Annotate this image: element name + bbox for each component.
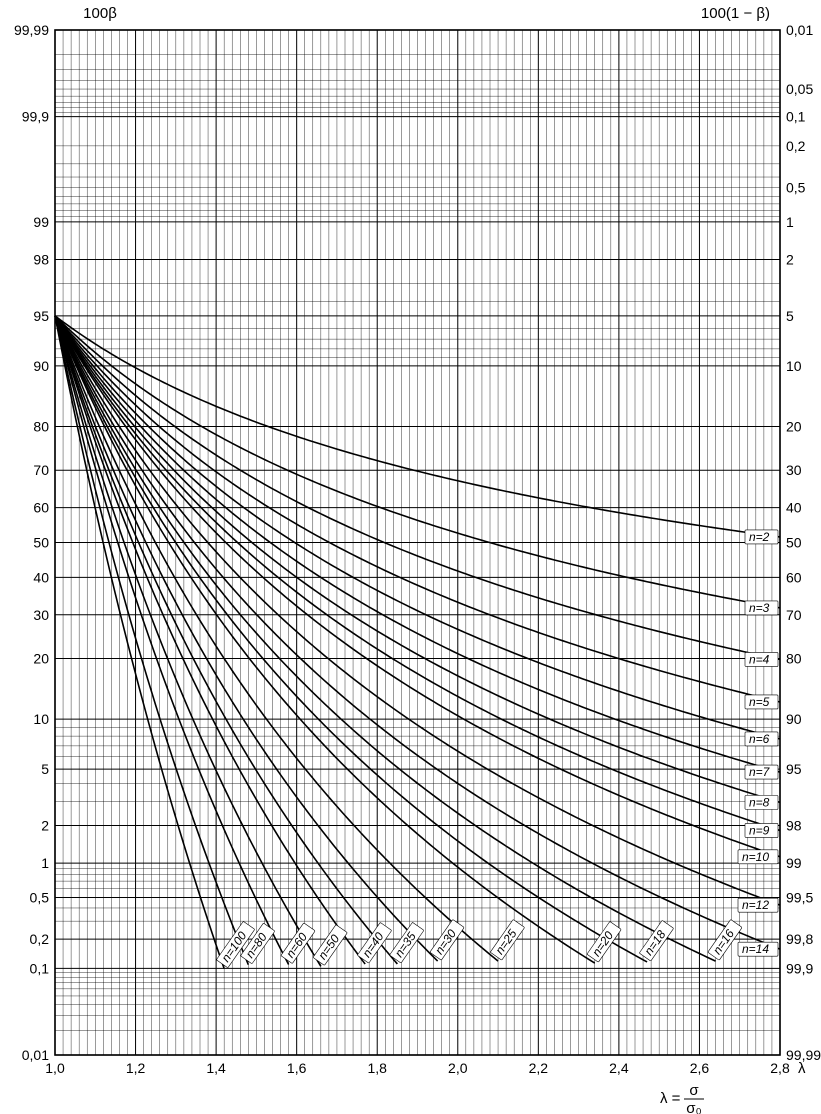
curve-tag-n9: n=9 [745, 823, 778, 837]
y-right-tick-label: 99,5 [786, 889, 813, 905]
svg-text:n=3: n=3 [749, 601, 770, 615]
oc-chart-svg: 1,01,21,41,61,82,02,22,42,62,899,9999,99… [0, 0, 821, 1114]
y-left-tick-label: 0,1 [30, 960, 50, 976]
y-left-tick-label: 50 [33, 535, 49, 551]
y-left-tick-label: 0,2 [30, 931, 50, 947]
y-left-tick-label: 90 [33, 358, 49, 374]
y-left-tick-label: 0,5 [30, 889, 50, 905]
y-left-tick-label: 2 [41, 818, 49, 834]
y-right-tick-label: 50 [786, 535, 802, 551]
y-right-tick-label: 70 [786, 607, 802, 623]
y-right-tick-label: 0,2 [786, 138, 806, 154]
x-tick-label: 2,0 [448, 1060, 468, 1076]
y-right-tick-label: 0,01 [786, 22, 813, 38]
y-left-tick-label: 0,01 [22, 1047, 49, 1063]
svg-text:n=8: n=8 [749, 795, 770, 809]
svg-text:n=14: n=14 [742, 942, 769, 956]
y-right-tick-label: 0,05 [786, 81, 813, 97]
y-left-tick-label: 99,99 [14, 22, 49, 38]
y-left-tick-label: 5 [41, 761, 49, 777]
y-right-tick-label: 2 [786, 251, 794, 267]
y-right-tick-label: 90 [786, 711, 802, 727]
svg-text:n=12: n=12 [742, 898, 769, 912]
curve-tag-n10: n=10 [738, 850, 778, 864]
y-right-tick-label: 99 [786, 855, 802, 871]
y-right-tick-label: 95 [786, 761, 802, 777]
y-right-tick-label: 0,1 [786, 109, 806, 125]
y-right-tick-label: 99,9 [786, 960, 813, 976]
y-left-tick-label: 99,9 [22, 109, 49, 125]
x-tick-label: 1,2 [126, 1060, 146, 1076]
curve-tag-n4: n=4 [745, 652, 778, 666]
y-left-tick-label: 10 [33, 711, 49, 727]
y-left-tick-label: 40 [33, 569, 49, 585]
y-right-tick-label: 80 [786, 650, 802, 666]
y-right-tick-label: 20 [786, 419, 802, 435]
oc-chart-container: { "chart": { "type": "probability-plot",… [0, 0, 821, 1114]
curve-tag-n5: n=5 [745, 695, 778, 709]
y-right-tick-label: 98 [786, 818, 802, 834]
x-tick-label: 1,8 [367, 1060, 387, 1076]
curve-tag-n2: n=2 [745, 530, 778, 544]
svg-text:n=10: n=10 [742, 850, 769, 864]
y-left-tick-label: 60 [33, 500, 49, 516]
y-right-tick-label: 5 [786, 308, 794, 324]
x-formula-num: σ [689, 1082, 699, 1099]
y-right-tick-label: 1 [786, 214, 794, 230]
y-left-tick-label: 95 [33, 308, 49, 324]
curve-tag-n14: n=14 [738, 942, 778, 956]
svg-text:n=6: n=6 [749, 732, 770, 746]
x-symbol: λ [798, 1060, 806, 1077]
svg-text:n=9: n=9 [749, 823, 770, 837]
y-left-tick-label: 1 [41, 855, 49, 871]
svg-text:n=7: n=7 [749, 765, 771, 779]
y-left-tick-label: 20 [33, 650, 49, 666]
svg-text:n=2: n=2 [749, 530, 770, 544]
x-tick-label: 1,6 [287, 1060, 307, 1076]
y-right-tick-label: 30 [786, 462, 802, 478]
curve-tag-n12: n=12 [738, 898, 778, 912]
curve-tag-n3: n=3 [745, 601, 778, 615]
y-left-title: 100β [83, 5, 117, 22]
x-formula-den: σ₀ [686, 1100, 701, 1114]
x-formula-lhs: λ = [660, 1090, 681, 1107]
svg-text:n=4: n=4 [749, 652, 770, 666]
y-left-tick-label: 80 [33, 419, 49, 435]
y-right-title: 100(1 − β) [701, 5, 770, 22]
y-right-tick-label: 60 [786, 569, 802, 585]
y-left-tick-label: 98 [33, 251, 49, 267]
y-right-tick-label: 0,5 [786, 180, 806, 196]
x-tick-label: 2,2 [529, 1060, 549, 1076]
curve-tag-n8: n=8 [745, 795, 778, 809]
curve-tag-n7: n=7 [745, 765, 778, 779]
x-tick-label: 2,4 [609, 1060, 629, 1076]
y-left-tick-label: 70 [33, 462, 49, 478]
x-tick-label: 1,4 [206, 1060, 226, 1076]
svg-text:n=5: n=5 [749, 695, 770, 709]
y-right-tick-label: 99,8 [786, 931, 813, 947]
y-right-tick-label: 10 [786, 358, 802, 374]
x-tick-label: 2,6 [690, 1060, 710, 1076]
y-right-tick-label: 40 [786, 500, 802, 516]
curve-tag-n6: n=6 [745, 732, 778, 746]
y-left-tick-label: 99 [33, 214, 49, 230]
y-left-tick-label: 30 [33, 607, 49, 623]
